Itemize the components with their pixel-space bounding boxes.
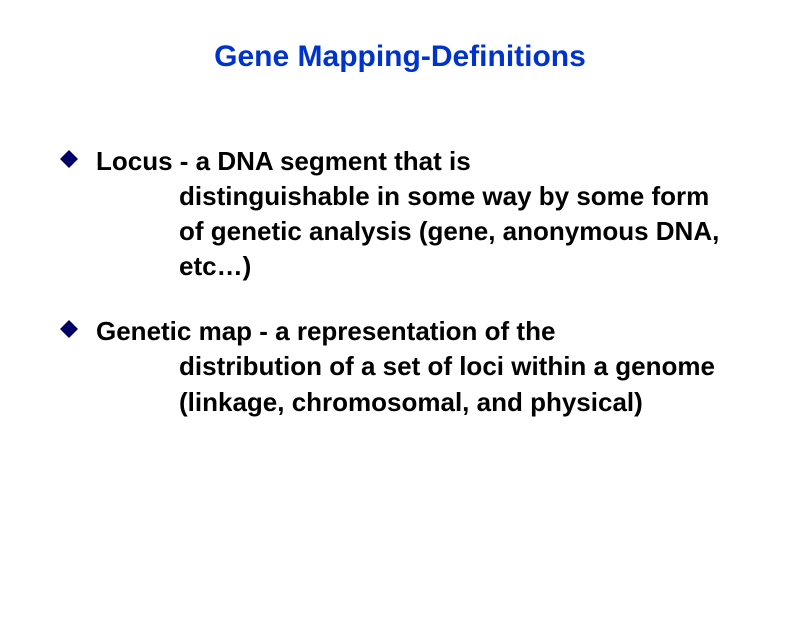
- definition-continuation: distribution of a set of loci within a g…: [96, 349, 740, 419]
- definition-continuation: distinguishable in some way by some form…: [96, 179, 740, 284]
- term-label: Genetic map -: [96, 316, 275, 346]
- diamond-icon: [60, 320, 78, 343]
- bullet-text: Genetic map - a representation of the di…: [96, 314, 740, 419]
- definition-line1: a representation of the: [275, 316, 555, 346]
- term-label: Locus -: [96, 146, 196, 176]
- page-title: Gene Mapping-Definitions: [60, 40, 740, 74]
- slide-container: Gene Mapping-Definitions Locus - a DNA s…: [0, 0, 800, 639]
- bullet-text: Locus - a DNA segment that is distinguis…: [96, 144, 740, 284]
- definition-line1: a DNA segment that is: [196, 146, 471, 176]
- bullet-item-locus: Locus - a DNA segment that is distinguis…: [60, 144, 740, 284]
- diamond-icon: [60, 150, 78, 173]
- bullet-item-genetic-map: Genetic map - a representation of the di…: [60, 314, 740, 419]
